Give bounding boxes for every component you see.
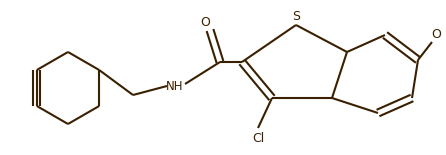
Text: S: S <box>292 9 300 22</box>
Text: Cl: Cl <box>252 131 264 144</box>
Text: NH: NH <box>166 80 184 93</box>
Text: O: O <box>431 27 441 40</box>
Text: O: O <box>200 16 210 29</box>
